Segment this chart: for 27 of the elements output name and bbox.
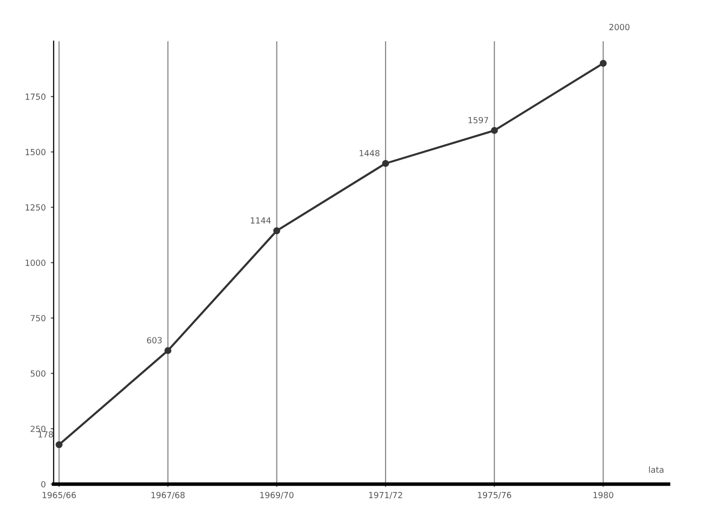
point [490,126,498,134]
y-tick-label: 250 [30,426,46,432]
x-tick-label: 1971/72 [369,492,402,499]
y-tick-label: 1250 [26,204,46,211]
point [600,60,607,67]
y-tick-label: 1000 [26,260,46,266]
x-tick-label: 1969/70 [260,492,294,499]
x-axis-title: lata [649,466,664,473]
point [164,347,172,354]
y-tick-label: 750 [30,314,46,322]
point [382,160,390,167]
data-label: 1144 [250,217,271,224]
x-tick-label: 1967/68 [152,492,185,499]
data-label: 178 [38,431,53,438]
y-tick-label: 1500 [26,148,46,156]
text: 2000 [609,24,630,30]
x-tick-label: 1965/66 [42,492,76,499]
y-tick-label: 0 [41,481,46,488]
x-tick-label: 1980 [594,492,614,498]
data-label: 1597 [468,116,488,124]
x-tick-label: 1975/76 [478,492,512,499]
y-tick-label: 1750 [26,94,46,100]
point [56,441,63,448]
data-label: 603 [147,337,162,344]
point [273,227,280,234]
data-label: 1448 [360,150,380,156]
y-tick-label: 500 [30,370,46,377]
